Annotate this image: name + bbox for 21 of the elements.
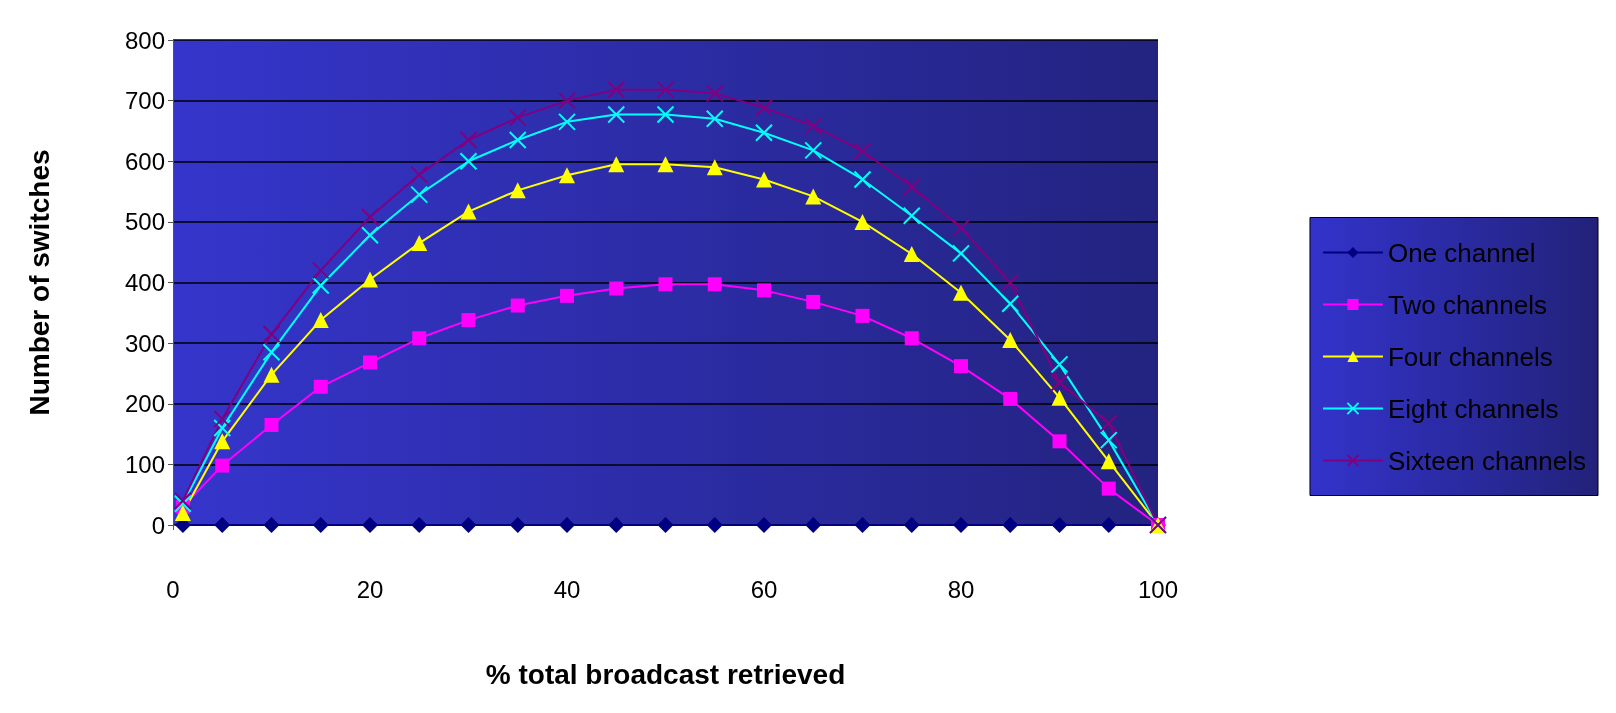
x-tick-label: 40 — [553, 575, 581, 603]
y-tick-label: 200 — [124, 390, 165, 418]
x-axis-title: % total broadcast retrieved — [485, 658, 846, 690]
y-tick-label: 0 — [151, 511, 165, 539]
legend-label: Sixteen channels — [1387, 445, 1587, 476]
x-tick-label: 80 — [947, 575, 975, 603]
legend-label: Eight channels — [1387, 393, 1559, 424]
x-tick-label: 100 — [1137, 575, 1179, 603]
legend-label: One channel — [1387, 237, 1536, 268]
y-tick-label: 700 — [124, 87, 165, 115]
y-tick-label: 800 — [124, 26, 165, 54]
legend-label: Two channels — [1387, 289, 1547, 320]
y-tick-label: 500 — [124, 208, 165, 236]
y-axis-title: Number of switches — [23, 149, 55, 416]
legend-label: Four channels — [1387, 341, 1553, 372]
y-tick-label: 600 — [124, 147, 165, 175]
y-tick-label: 100 — [124, 450, 165, 478]
y-tick-label: 400 — [124, 269, 165, 296]
x-tick-label: 20 — [356, 575, 384, 603]
y-tick-label: 300 — [124, 329, 165, 357]
x-tick-label: 60 — [750, 575, 778, 603]
